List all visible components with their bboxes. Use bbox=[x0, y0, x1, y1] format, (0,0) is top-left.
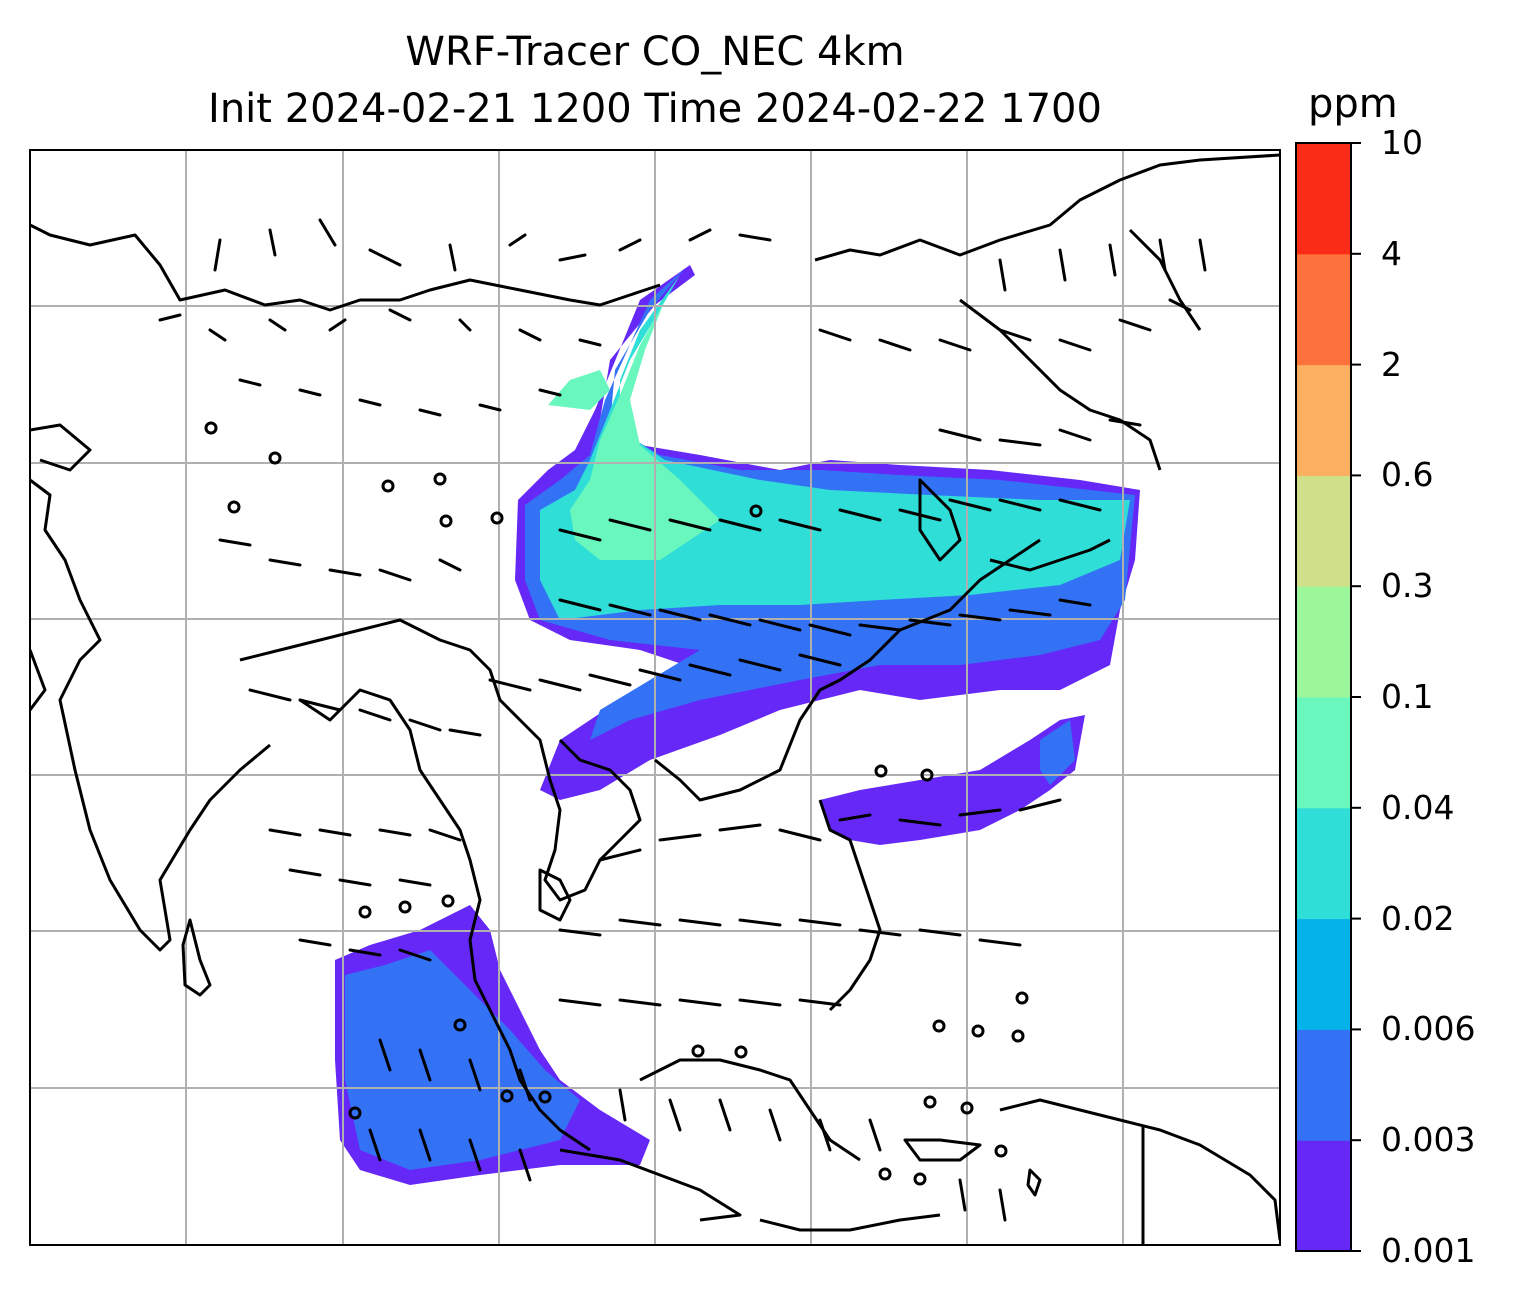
colorbar-segment-8 bbox=[1296, 253, 1351, 366]
tracer-band-east bbox=[820, 715, 1085, 845]
colorbar-tick-label: 0.6 bbox=[1381, 455, 1434, 495]
colorbar bbox=[1296, 143, 1351, 1252]
colorbar-segment-7 bbox=[1296, 364, 1351, 476]
map-gridlines bbox=[30, 150, 1280, 1245]
colorbar-tick-label: 0.001 bbox=[1381, 1231, 1476, 1270]
colorbar-segment-9 bbox=[1296, 143, 1351, 255]
colorbar-segment-1 bbox=[1296, 1029, 1351, 1141]
colorbar-segment-5 bbox=[1296, 586, 1351, 698]
colorbar-ticks bbox=[1351, 142, 1361, 1252]
colorbar-tick-label: 4 bbox=[1381, 233, 1402, 273]
colorbar-segment-4 bbox=[1296, 697, 1351, 809]
colorbar-tick-label: 0.04 bbox=[1381, 787, 1455, 827]
tracer-band-south-mid bbox=[345, 950, 580, 1170]
colorbar-unit-label: ppm bbox=[1308, 81, 1398, 127]
colorbar-segment-2 bbox=[1296, 918, 1351, 1030]
coastlines-and-borders bbox=[30, 153, 1280, 1245]
colorbar-segment-0 bbox=[1296, 1140, 1351, 1252]
colorbar-tick-label: 0.003 bbox=[1381, 1120, 1476, 1160]
calm-wind-markers bbox=[204, 421, 1029, 1186]
map-title-line2: Init 2024-02-21 1200 Time 2024-02-22 170… bbox=[208, 86, 1102, 132]
colorbar-tick-label: 0.02 bbox=[1381, 898, 1455, 938]
tracer-band-north-core2 bbox=[548, 370, 610, 410]
wind-barbs bbox=[158, 218, 1207, 1222]
tracer-concentration-shading bbox=[335, 265, 1140, 1185]
colorbar-tick-label: 0.1 bbox=[1381, 677, 1434, 716]
colorbar-tick-label: 10 bbox=[1381, 123, 1423, 162]
tracer-band-north-core bbox=[570, 300, 720, 560]
colorbar-segment-3 bbox=[1296, 807, 1351, 920]
colorbar-tick-label: 0.3 bbox=[1381, 566, 1434, 606]
colorbar-tick-label: 0.006 bbox=[1381, 1009, 1476, 1049]
tracer-band-east-mid bbox=[1040, 720, 1075, 785]
colorbar-segment-6 bbox=[1296, 475, 1351, 587]
colorbar-tick-label: 2 bbox=[1381, 344, 1402, 384]
map-frame bbox=[29, 149, 1281, 1246]
map-title-line1: WRF-Tracer CO_NEC 4km bbox=[405, 29, 905, 75]
